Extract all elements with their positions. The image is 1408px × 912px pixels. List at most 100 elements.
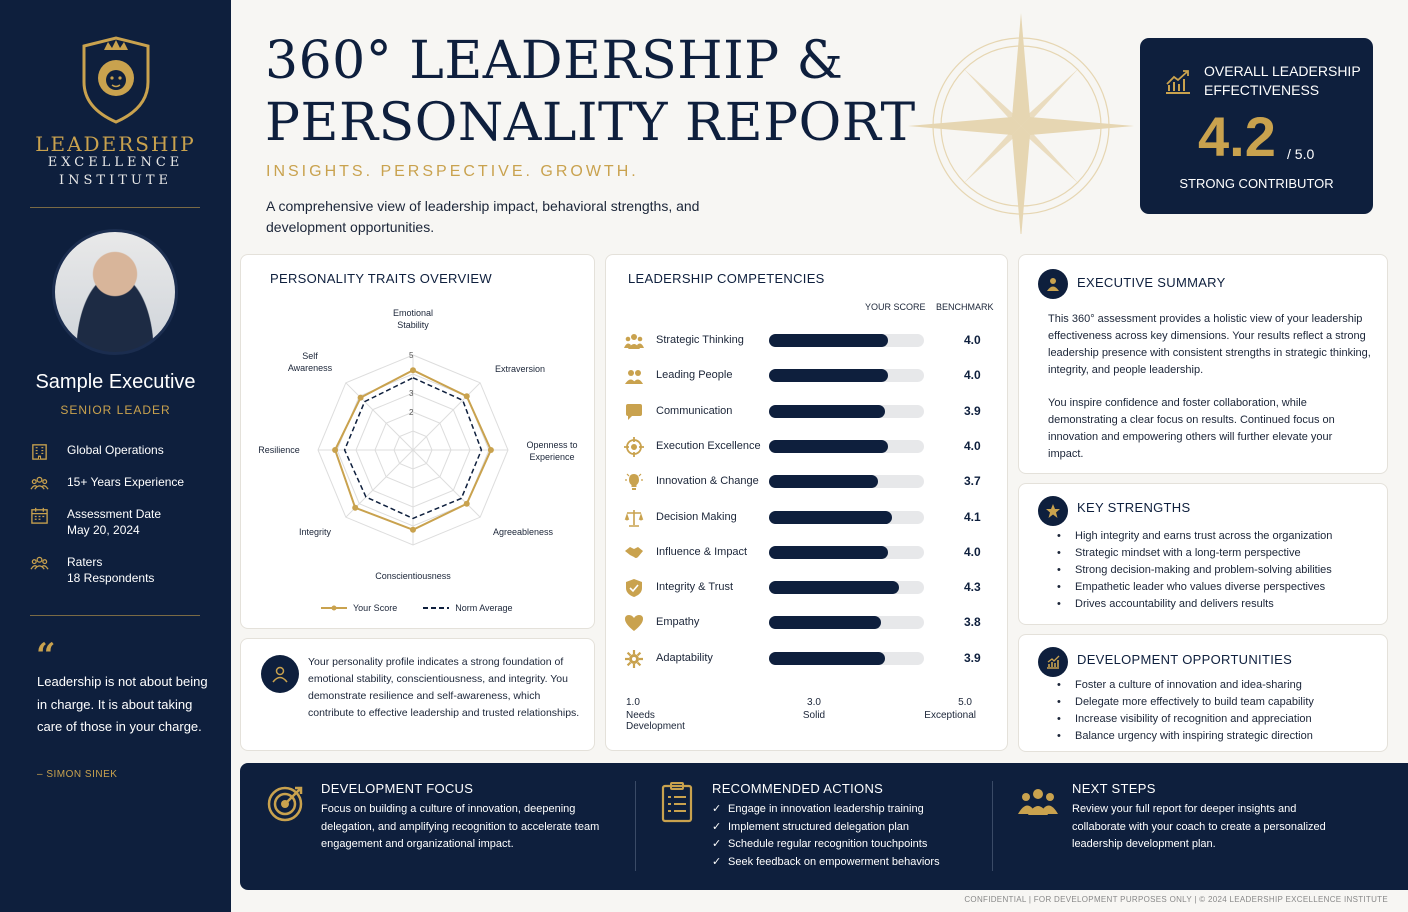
list-item: Strategic mindset with a long-term persp…	[1075, 545, 1375, 562]
radar-point	[487, 447, 494, 453]
quote-text: Leadership is not about being in charge.…	[37, 674, 208, 734]
shield-icon	[626, 579, 642, 598]
competency-value: 4.3	[964, 580, 981, 595]
org-name-line1: LEADERSHIP	[35, 132, 196, 156]
competency-value: 3.8	[964, 615, 981, 630]
competencies-card: LEADERSHIP COMPETENCIES YOUR SCORE BENCH…	[605, 254, 1008, 751]
competency-row: Decision Making 4.1	[624, 506, 994, 530]
quote-mark-icon: “	[36, 636, 56, 676]
radar-series-norm-average	[343, 376, 483, 520]
heart-icon	[625, 615, 643, 632]
radar-label-self-awareness: Self Awareness	[287, 351, 333, 373]
competency-bar-track	[769, 545, 924, 559]
star-icon	[1038, 496, 1068, 526]
radar-tick-label: 5	[409, 351, 414, 360]
radar-point	[410, 367, 416, 374]
info-item-department: Global Operations	[30, 442, 220, 461]
competency-bar-track	[769, 651, 924, 665]
competency-bar-track	[769, 334, 924, 347]
executive-icon	[1038, 269, 1068, 299]
personality-title: PERSONALITY TRAITS OVERVIEW	[270, 271, 492, 286]
calendar-icon	[31, 507, 48, 524]
building-icon	[32, 444, 47, 460]
info-item-experience: 15+ Years Experience	[30, 474, 220, 493]
competency-bar-fill	[769, 510, 892, 524]
competency-label: Communication	[656, 404, 733, 417]
radar-axis	[412, 382, 481, 451]
competency-label: Integrity & Trust	[656, 581, 734, 594]
list-item: Delegate more effectively to build team …	[1075, 694, 1375, 711]
scales-icon	[624, 509, 644, 527]
development-list: Foster a culture of innovation and idea-…	[1075, 677, 1375, 745]
radar-chart: 2 3 5	[317, 351, 509, 546]
competency-bar-fill	[769, 439, 889, 453]
list-item-text: Implement structured delegation plan	[728, 820, 909, 833]
competency-row: Empathy 3.8	[624, 611, 994, 635]
info-line2: May 20, 2024	[67, 523, 140, 537]
info-line1: Assessment Date	[67, 507, 162, 521]
page-title: 360° LEADERSHIP & PERSONALITY REPORT	[265, 30, 916, 154]
intro-text: A comprehensive view of leadership impac…	[266, 198, 700, 235]
radar-legend: Your Score Norm Average	[321, 603, 513, 613]
info-line1: 15+ Years Experience	[67, 475, 185, 489]
team-icon	[30, 476, 49, 490]
competency-bar-track	[769, 616, 924, 630]
list-item: Empathetic leader who values diverse per…	[1075, 579, 1375, 596]
radar-label-resilience: Resilience	[258, 445, 300, 455]
competency-bar-fill	[769, 581, 900, 595]
competency-label: Innovation & Change	[656, 475, 759, 488]
scale-max-num: 5.0	[958, 697, 972, 708]
competency-row: Adaptability 3.9	[624, 647, 994, 671]
person-role: SENIOR LEADER	[60, 403, 171, 417]
scale-max-label: Exceptional	[924, 710, 976, 721]
key-strengths-card: KEY STRENGTHS High integrity and earns t…	[1018, 483, 1388, 625]
scale-min: 1.0 Needs Development	[626, 697, 706, 732]
radar-point	[410, 526, 416, 533]
actions-title: RECOMMENDED ACTIONS	[712, 781, 884, 796]
radar-tick-label: 2	[409, 408, 414, 417]
competency-bar-track	[769, 510, 924, 524]
list-item: Balance urgency with inspiring strategic…	[1075, 728, 1375, 745]
next-steps-text: Review your full report for deeper insig…	[1072, 803, 1326, 850]
executive-icon-glyph	[1047, 278, 1059, 291]
development-title: DEVELOPMENT OPPORTUNITIES	[1077, 652, 1293, 667]
legend-item-norm-average: Norm Average	[423, 603, 513, 613]
check-icon: ✓	[712, 838, 722, 850]
gear-icon	[625, 649, 643, 668]
competency-row: Influence & Impact 4.0	[624, 541, 994, 565]
competency-row: Strategic Thinking 4.0	[624, 329, 994, 353]
legend-item-your-score: Your Score	[321, 603, 397, 613]
list-item: Foster a culture of innovation and idea-…	[1075, 677, 1375, 694]
strengths-title: KEY STRENGTHS	[1077, 500, 1191, 515]
title-line1: 360° LEADERSHIP &	[265, 31, 844, 91]
personality-note: Your personality profile indicates a str…	[308, 656, 580, 719]
competency-row: Leading People 4.0	[624, 364, 994, 388]
competency-label: Leading People	[656, 369, 733, 382]
check-icon: ✓	[712, 820, 722, 833]
competency-bar-fill	[769, 334, 889, 347]
competency-value: 3.9	[964, 403, 981, 418]
competency-value: 4.1	[964, 509, 981, 524]
competencies-title: LEADERSHIP COMPETENCIES	[628, 271, 825, 286]
team-icon	[625, 370, 643, 385]
executive-summary-card: EXECUTIVE SUMMARY This 360° assessment p…	[1018, 254, 1388, 474]
radar-point	[463, 500, 470, 507]
overall-title: OVERALL LEADERSHIP EFFECTIVENESS	[1204, 62, 1361, 100]
scale-min-label: Needs Development	[626, 710, 685, 732]
competency-label: Decision Making	[656, 510, 737, 523]
competency-bar-track	[769, 369, 924, 383]
compass-rose-icon	[908, 13, 1134, 234]
legend-line-norm	[423, 607, 450, 609]
bottom-divider	[635, 781, 636, 871]
competency-label: Strategic Thinking	[656, 334, 744, 346]
raters-icon	[30, 556, 49, 570]
team-icon	[1018, 789, 1058, 815]
personality-note-card: Your personality profile indicates a str…	[240, 638, 595, 751]
list-item: High integrity and earns trust across th…	[1075, 528, 1375, 545]
handshake-icon	[625, 546, 643, 558]
legend-label-norm: Norm Average	[455, 603, 513, 613]
competency-bar-fill	[769, 651, 885, 665]
radar-point	[357, 394, 364, 401]
overall-score: 4.2	[1198, 105, 1276, 168]
growth-chart-icon	[1166, 70, 1190, 94]
